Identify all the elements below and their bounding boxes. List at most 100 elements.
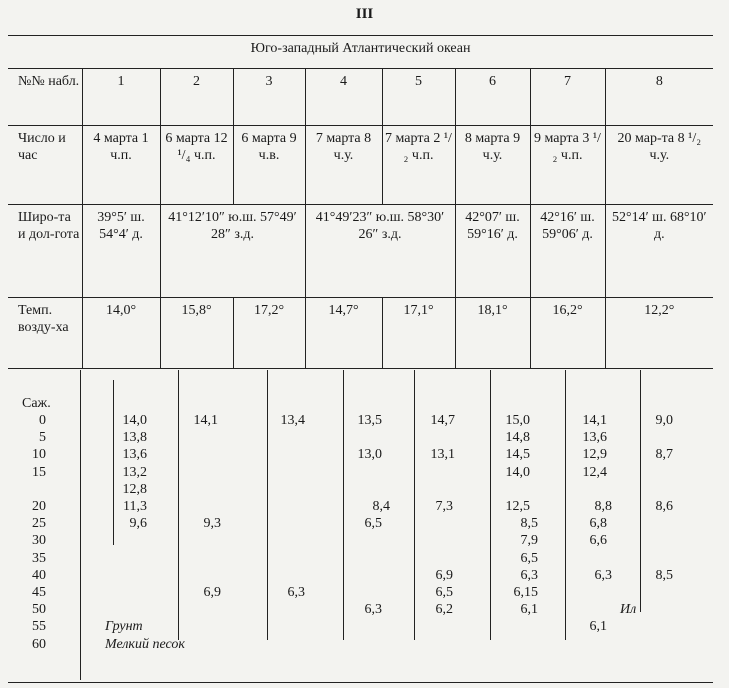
depth-value: 55 bbox=[32, 619, 46, 635]
temperature-value: 12,9 bbox=[582, 447, 608, 463]
ground-value: Мелкий песок bbox=[105, 636, 185, 652]
temperature-value: 14,0 bbox=[505, 464, 531, 480]
depth-value: 45 bbox=[32, 585, 46, 600]
header-cell: 6 марта 9 ч.в. bbox=[232, 125, 306, 205]
temperature-value: 13,6 bbox=[122, 447, 148, 463]
header-cell: 39°5′ ш. 54°4′ д. bbox=[81, 204, 161, 298]
table-bottom-rule bbox=[8, 682, 713, 683]
temperature-value: 14,5 bbox=[505, 447, 531, 463]
depth-value: 25 bbox=[32, 516, 46, 532]
temperature-value: 13,5 bbox=[357, 413, 383, 428]
temperature-value: 15,0 bbox=[505, 413, 531, 428]
header-cell: 18,1° bbox=[454, 297, 531, 369]
depth-value: 40 bbox=[32, 567, 46, 583]
column-divider bbox=[565, 370, 566, 640]
temperature-value: 6,9 bbox=[435, 567, 454, 583]
temperature-value: 6,3 bbox=[364, 602, 383, 618]
temperature-value: 9,3 bbox=[203, 516, 222, 532]
header-cell: 7 марта 8 ч.у. bbox=[304, 125, 383, 205]
temperature-value: 9,6 bbox=[129, 516, 148, 532]
temperature-value: 8,6 bbox=[655, 499, 674, 514]
header-cell: 42°16′ ш. 59°06′ д. bbox=[529, 204, 606, 298]
header-cell: 8 марта 9 ч.у. bbox=[454, 125, 531, 205]
temperature-value: 6,5 bbox=[520, 550, 539, 566]
row-label: Широ-та и дол-гота bbox=[8, 204, 83, 298]
temperature-value: 13,8 bbox=[122, 430, 148, 446]
header-cell: 4 bbox=[304, 68, 383, 126]
column-divider bbox=[490, 370, 491, 640]
depth-value: 60 bbox=[32, 636, 46, 652]
header-cell: 12,2° bbox=[604, 297, 714, 369]
coordinates-row: Широ-та и дол-гота 39°5′ ш. 54°4′ д. 41°12… bbox=[8, 204, 714, 298]
depth-value: 35 bbox=[32, 550, 46, 566]
depth-value: 0 bbox=[39, 413, 46, 428]
column-divider bbox=[640, 370, 641, 612]
header-cell: 9 марта 3 ¹/₂ ч.п. bbox=[529, 125, 606, 205]
header-cell: 6 bbox=[454, 68, 531, 126]
bottom-note: Ил bbox=[620, 602, 637, 618]
column-divider bbox=[343, 370, 344, 640]
temperature-value: 6,1 bbox=[520, 602, 539, 618]
temperature-value: 12,5 bbox=[505, 499, 531, 514]
column-divider bbox=[80, 370, 81, 680]
header-cell: 20 мар-та 8 ¹/₂ ч.у. bbox=[604, 125, 714, 205]
header-cell: 41°49′23″ ю.ш. 58°30′ 26″ з.д. bbox=[304, 204, 456, 298]
depth-value: 20 bbox=[32, 499, 46, 514]
temperature-value: 6,1 bbox=[589, 619, 608, 635]
header-cell: 15,8° bbox=[159, 297, 234, 369]
temperature-value: 11,3 bbox=[123, 499, 147, 514]
header-cell: 17,2° bbox=[232, 297, 306, 369]
temperature-value: 13,1 bbox=[430, 447, 456, 463]
temperature-value: 6,8 bbox=[589, 516, 608, 532]
header-cell: 17,1° bbox=[381, 297, 456, 369]
header-cell: 5 bbox=[381, 68, 456, 126]
temperature-value: 6,5 bbox=[364, 516, 383, 532]
column-divider bbox=[267, 370, 268, 640]
row-label: Темп. возду-ха bbox=[8, 297, 83, 369]
observation-table-header: Юго-западный Атлантический океан №№ набл… bbox=[8, 35, 714, 369]
depth-value: 50 bbox=[32, 602, 46, 618]
column-divider bbox=[178, 370, 179, 640]
temperature-value: 7,3 bbox=[435, 499, 454, 514]
column-divider bbox=[113, 380, 114, 545]
temperature-value: 14,7 bbox=[430, 413, 456, 428]
temperature-value: 13,4 bbox=[280, 413, 306, 428]
temperature-value: 13,0 bbox=[357, 447, 383, 463]
air-temperature-row: Темп. возду-ха 14,0° 15,8° 17,2° 14,7° 17,1° 1… bbox=[8, 297, 714, 369]
temperature-value: 6,5 bbox=[435, 585, 454, 600]
page-number: III bbox=[355, 6, 374, 22]
header-cell: 4 марта 1 ч.п. bbox=[81, 125, 161, 205]
temperature-value: 7,9 bbox=[520, 533, 539, 549]
temperature-value: 13,6 bbox=[582, 430, 608, 446]
header-cell: 42°07′ ш. 59°16′ д. bbox=[454, 204, 531, 298]
temperature-value: 6,2 bbox=[435, 602, 454, 618]
header-cell: 6 марта 12 ¹/₄ ч.п. bbox=[159, 125, 234, 205]
depth-value: 15 bbox=[32, 464, 46, 480]
temperature-value: 6,3 bbox=[594, 567, 613, 583]
temperature-value: 8,5 bbox=[520, 516, 539, 532]
ground-label: Грунт bbox=[105, 619, 143, 635]
temperature-value: 14,1 bbox=[193, 413, 219, 428]
temperature-value: 8,4 bbox=[372, 499, 391, 514]
header-cell: 14,7° bbox=[304, 297, 383, 369]
temperature-value: 12,4 bbox=[582, 464, 608, 480]
header-cell: 7 bbox=[529, 68, 606, 126]
column-divider bbox=[414, 370, 415, 640]
header-cell: 7 марта 2 ¹/₂ ч.п. bbox=[381, 125, 456, 205]
depth-header: Саж. bbox=[22, 395, 51, 411]
temperature-value: 6,6 bbox=[589, 533, 608, 549]
temperature-value: 8,7 bbox=[655, 447, 674, 463]
date-time-row: Число и час 4 марта 1 ч.п. 6 марта 12 ¹/₄ … bbox=[8, 125, 714, 205]
temperature-value: 14,8 bbox=[505, 430, 531, 446]
temperature-value: 9,0 bbox=[655, 413, 674, 428]
row-label: №№ набл. bbox=[8, 68, 83, 126]
temperature-value: 8,8 bbox=[594, 499, 613, 514]
temperature-value: 8,5 bbox=[655, 567, 674, 583]
depth-value: 10 bbox=[32, 447, 46, 463]
header-cell: 52°14′ ш. 68°10′ д. bbox=[604, 204, 714, 298]
temperature-value: 14,0 bbox=[122, 413, 148, 428]
temperature-value: 14,1 bbox=[582, 413, 608, 428]
temperature-value: 6,9 bbox=[203, 585, 222, 600]
temperature-value: 6,3 bbox=[287, 585, 306, 600]
